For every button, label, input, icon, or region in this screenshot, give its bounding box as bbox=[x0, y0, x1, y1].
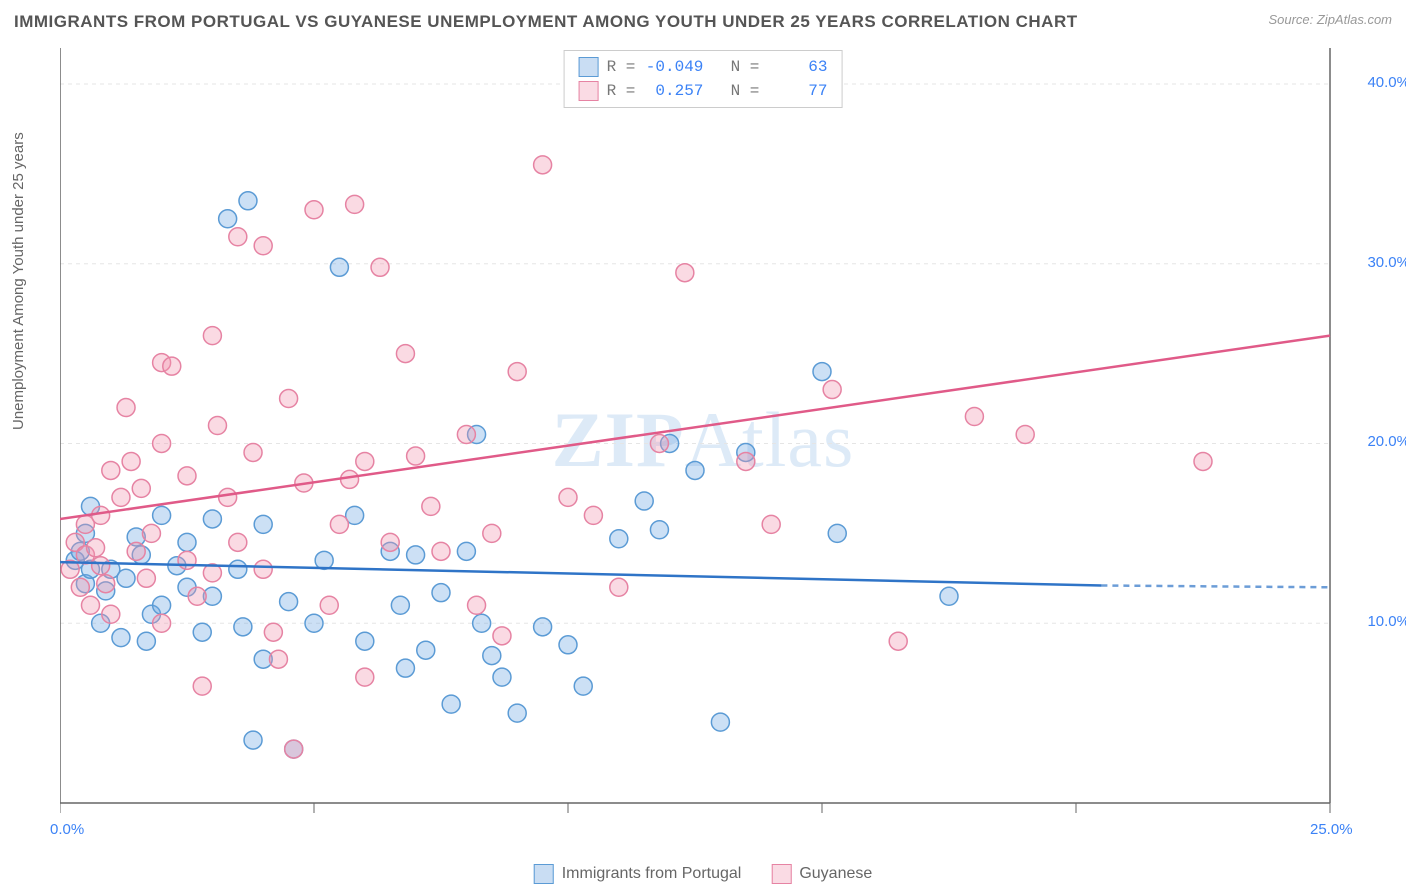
scatter-plot: 10.0%20.0%30.0%40.0%0.0%25.0% bbox=[60, 48, 1350, 818]
plot-svg bbox=[60, 48, 1350, 818]
r-label: R = bbox=[607, 79, 636, 103]
legend-label-1: Immigrants from Portugal bbox=[562, 865, 742, 883]
r-label: R = bbox=[607, 55, 636, 79]
y-axis-label: Unemployment Among Youth under 25 years bbox=[10, 132, 27, 430]
r-value-2: 0.257 bbox=[643, 79, 703, 103]
n-label: N = bbox=[711, 79, 759, 103]
y-tick-label: 30.0% bbox=[1367, 254, 1406, 271]
x-tick-label-max: 25.0% bbox=[1310, 821, 1353, 838]
y-tick-label: 40.0% bbox=[1367, 74, 1406, 91]
swatch-series2 bbox=[579, 81, 599, 101]
chart-title: IMMIGRANTS FROM PORTUGAL VS GUYANESE UNE… bbox=[14, 12, 1078, 32]
legend-label-2: Guyanese bbox=[799, 865, 872, 883]
stats-legend-box: R = -0.049 N = 63 R = 0.257 N = 77 bbox=[564, 50, 843, 108]
swatch-series1 bbox=[579, 57, 599, 77]
stats-row-series1: R = -0.049 N = 63 bbox=[579, 55, 828, 79]
r-value-1: -0.049 bbox=[643, 55, 703, 79]
y-tick-label: 10.0% bbox=[1367, 613, 1406, 630]
n-label: N = bbox=[711, 55, 759, 79]
stats-row-series2: R = 0.257 N = 77 bbox=[579, 79, 828, 103]
legend-swatch-1 bbox=[534, 864, 554, 884]
bottom-legend: Immigrants from Portugal Guyanese bbox=[534, 864, 873, 884]
legend-swatch-2 bbox=[771, 864, 791, 884]
legend-item-1: Immigrants from Portugal bbox=[534, 864, 742, 884]
source-credit: Source: ZipAtlas.com bbox=[1268, 12, 1392, 27]
n-value-2: 77 bbox=[767, 79, 827, 103]
y-tick-label: 20.0% bbox=[1367, 433, 1406, 450]
n-value-1: 63 bbox=[767, 55, 827, 79]
x-tick-label-min: 0.0% bbox=[50, 821, 84, 838]
legend-item-2: Guyanese bbox=[771, 864, 872, 884]
